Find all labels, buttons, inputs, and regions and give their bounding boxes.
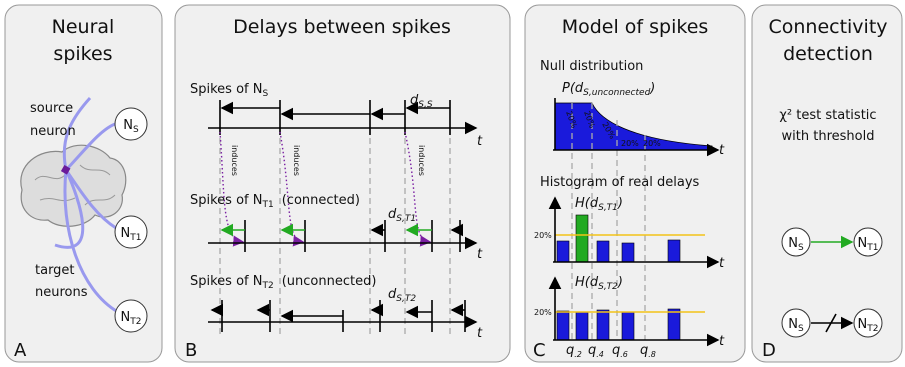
hist-bar [557, 311, 569, 340]
panel-title: spikes [53, 43, 112, 65]
hist-bar [576, 312, 588, 340]
q-sub: .6 [620, 350, 628, 359]
time-label: t [477, 247, 483, 262]
hist-bar [622, 312, 634, 340]
node-sub: S [798, 324, 804, 334]
hist-bar [668, 240, 680, 262]
induces-label: induces [292, 145, 301, 176]
source-label: neuron [30, 124, 76, 139]
induces-label: induces [230, 145, 239, 176]
row-sub: S [262, 89, 268, 99]
description: with threshold [782, 129, 875, 144]
panel-letter: B [185, 340, 197, 361]
q-main: q [566, 343, 574, 358]
panel-a: Neural spikes source neuron target neuro… [5, 5, 162, 362]
time-label: t [719, 143, 725, 158]
panel-c: Model of spikes Null distribution P(dS,u… [525, 5, 745, 362]
q-main: q [588, 343, 596, 358]
hist-bar [668, 309, 680, 340]
time-label: t [477, 134, 483, 149]
row-label: Spikes of NS [190, 82, 268, 99]
func-sub: S,unconnected [583, 88, 650, 98]
func-sub: S,T2 [598, 282, 618, 292]
hist-bar [622, 243, 634, 262]
q-sub: .2 [574, 350, 582, 359]
node-main: N [121, 226, 131, 241]
node-sub: T1 [129, 233, 141, 243]
func-open: H(d [575, 196, 599, 211]
source-label: source [30, 101, 73, 116]
func-close: ) [617, 196, 623, 211]
node-main: N [121, 310, 131, 325]
delay-sub: S,T2 [396, 294, 416, 304]
row-label: Spikes of NT2 (unconnected) [190, 274, 376, 291]
panel-letter: A [14, 340, 27, 361]
hist-bar-highlight [576, 215, 588, 262]
func-close: ) [617, 275, 623, 290]
panel-title: detection [783, 43, 873, 65]
q-sub: .8 [648, 350, 656, 359]
q-sub: .4 [596, 350, 604, 359]
row-text: Spikes of N [190, 274, 262, 289]
node-sub: S [133, 125, 139, 135]
node-sub: T1 [866, 243, 878, 253]
node-main: N [788, 236, 798, 251]
percent-label: 20% [643, 139, 661, 148]
func-open: H(d [575, 275, 599, 290]
node-sub: T2 [129, 317, 141, 327]
row-text: Spikes of N [190, 82, 262, 97]
panel-b: Delays between spikes Spikes of NS t dS,… [175, 5, 510, 362]
null-title: Null distribution [540, 59, 643, 74]
row-text: Spikes of N [190, 193, 262, 208]
panel-title: Neural [52, 16, 115, 38]
induces-label: induces [417, 145, 426, 176]
node-sub: S [798, 243, 804, 253]
target-label: target [35, 263, 75, 278]
time-label: t [719, 256, 725, 271]
hist-bar [597, 241, 609, 262]
func-sub: S,T1 [598, 203, 618, 213]
time-label: t [477, 326, 483, 341]
q-main: q [612, 343, 620, 358]
percent-label: 20% [621, 139, 639, 148]
row-sub: T1 [261, 200, 273, 210]
node-sub: T2 [866, 324, 878, 334]
node-main: N [123, 118, 133, 133]
panel-title: Delays between spikes [233, 16, 451, 38]
node-main: N [858, 236, 868, 251]
delay-sub: S,T1 [396, 214, 416, 224]
panel-letter: C [533, 340, 546, 361]
row-note: (unconnected) [282, 274, 377, 289]
time-label: t [719, 334, 725, 349]
row-note: (connected) [282, 193, 360, 208]
panel-box [175, 5, 510, 362]
node-main: N [788, 317, 798, 332]
threshold-label: 20% [534, 231, 552, 240]
figure: Neural spikes source neuron target neuro… [0, 0, 905, 367]
threshold-label: 20% [534, 308, 552, 317]
func-open: P(d [562, 81, 584, 96]
target-label: neurons [35, 285, 88, 300]
node-main: N [858, 317, 868, 332]
hist-title: Histogram of real delays [540, 175, 700, 190]
panel-letter: D [762, 340, 776, 361]
q-main: q [640, 343, 648, 358]
hist-bar [557, 241, 569, 262]
panel-d: Connectivity detection χ² test statistic… [752, 5, 902, 362]
panel-title: Connectivity [768, 16, 887, 38]
func-close: ) [649, 81, 655, 96]
row-sub: T2 [261, 281, 273, 291]
delay-sub: S,S [418, 100, 433, 110]
description: χ² test statistic [779, 108, 876, 123]
panel-title: Model of spikes [562, 16, 709, 38]
hist-bar [597, 310, 609, 340]
